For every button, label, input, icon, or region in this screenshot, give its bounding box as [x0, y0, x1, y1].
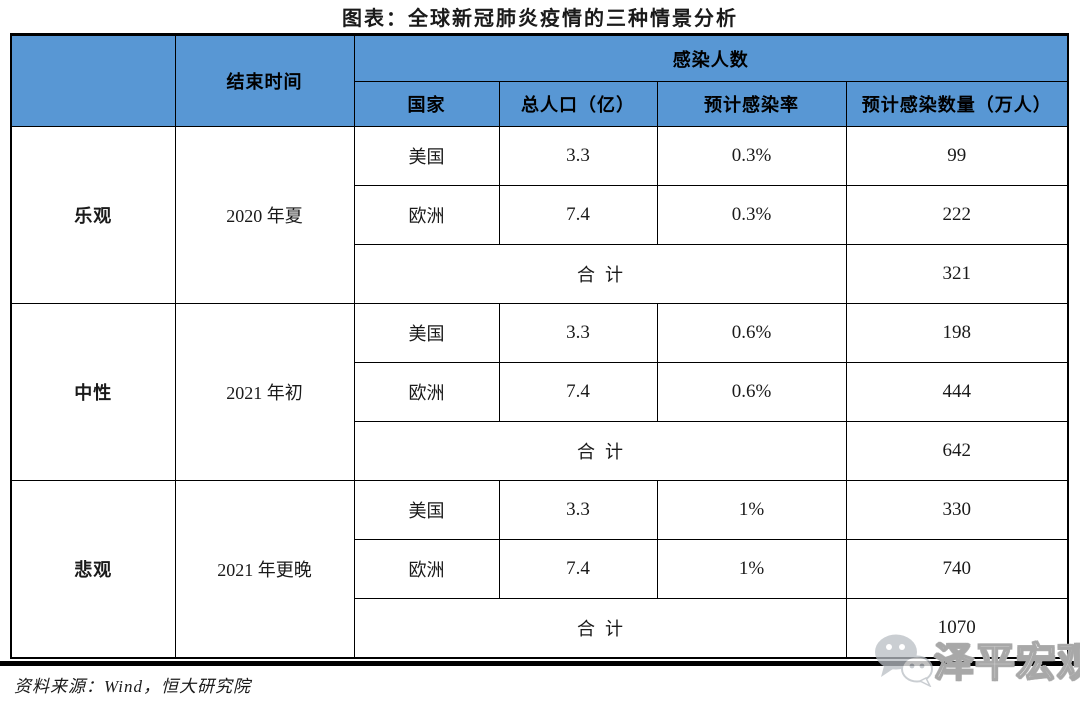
header-count: 预计感染数量（万人） [845, 81, 1069, 127]
population-cell: 3.3 [498, 126, 658, 186]
table-row-total: 合计 642 [11, 421, 1069, 481]
population-cell: 7.4 [498, 362, 658, 422]
total-label: 合计 [353, 598, 847, 658]
total-label: 合计 [353, 244, 847, 304]
source-note: 资料来源：Wind，恒大研究院 [14, 677, 251, 696]
count-cell: 330 [845, 480, 1069, 540]
figure-title: 图表：全球新冠肺炎疫情的三种情景分析 [342, 8, 738, 30]
country-cell: 美国 [353, 480, 500, 540]
country-cell: 美国 [353, 303, 500, 363]
watermark-label: 泽平宏观 [933, 639, 1080, 686]
population-cell: 3.3 [498, 303, 658, 363]
table-row: 欧洲 7.4 0.3% 222 [11, 185, 1069, 245]
end-time-optimistic: 2020 年夏 [174, 126, 355, 304]
rate-cell: 0.6% [656, 303, 847, 363]
scenario-optimistic: 乐观 [10, 126, 176, 304]
total-count-cell: 642 [845, 421, 1069, 481]
rate-cell: 0.3% [656, 126, 847, 186]
header-population: 总人口（亿） [498, 81, 658, 127]
total-label: 合计 [353, 421, 847, 481]
population-cell: 7.4 [498, 539, 658, 599]
table-row: 悲观 2021 年更晚 美国 3.3 1% 330 [10, 480, 1069, 658]
header-end-time: 结束时间 [174, 34, 355, 127]
bottom-double-rule [0, 661, 1080, 666]
header-rate: 预计感染率 [656, 81, 847, 127]
count-cell: 444 [845, 362, 1069, 422]
table-row: 中性 2021 年初 美国 3.3 0.6% 198 [10, 303, 1069, 481]
population-cell: 7.4 [498, 185, 658, 245]
count-cell: 198 [845, 303, 1069, 363]
rate-cell: 1% [656, 539, 847, 599]
table-row: 欧洲 7.4 0.6% 444 [11, 362, 1069, 422]
end-time-pessimistic: 2021 年更晚 [174, 480, 355, 658]
scenario-neutral: 中性 [10, 303, 176, 481]
table-row: 乐观 2020 年夏 美国 3.3 0.3% 99 [10, 126, 1069, 304]
header-country: 国家 [353, 81, 500, 127]
rate-cell: 1% [656, 480, 847, 540]
header-infections-group: 感染人数 [353, 34, 1069, 82]
country-cell: 美国 [353, 126, 500, 186]
count-cell: 222 [845, 185, 1069, 245]
rate-cell: 0.6% [656, 362, 847, 422]
scenario-table: 结束时间 感染人数 国家 总人口（亿） 预计感染率 预计感染数量（万人） 乐观 … [10, 33, 1069, 659]
population-cell: 3.3 [498, 480, 658, 540]
rate-cell: 0.3% [656, 185, 847, 245]
table-row: 欧洲 7.4 1% 740 [11, 539, 1069, 599]
end-time-neutral: 2021 年初 [174, 303, 355, 481]
count-cell: 99 [845, 126, 1069, 186]
count-cell: 740 [845, 539, 1069, 599]
scenario-pessimistic: 悲观 [10, 480, 176, 658]
header-corner-cell [10, 34, 176, 127]
wechat-icon [875, 634, 933, 687]
country-cell: 欧洲 [353, 539, 500, 599]
country-cell: 欧洲 [353, 362, 500, 422]
watermark: 泽平宏观 [872, 630, 1080, 688]
country-cell: 欧洲 [353, 185, 500, 245]
table-row-total: 合计 321 [11, 244, 1069, 304]
total-count-cell: 321 [845, 244, 1069, 304]
